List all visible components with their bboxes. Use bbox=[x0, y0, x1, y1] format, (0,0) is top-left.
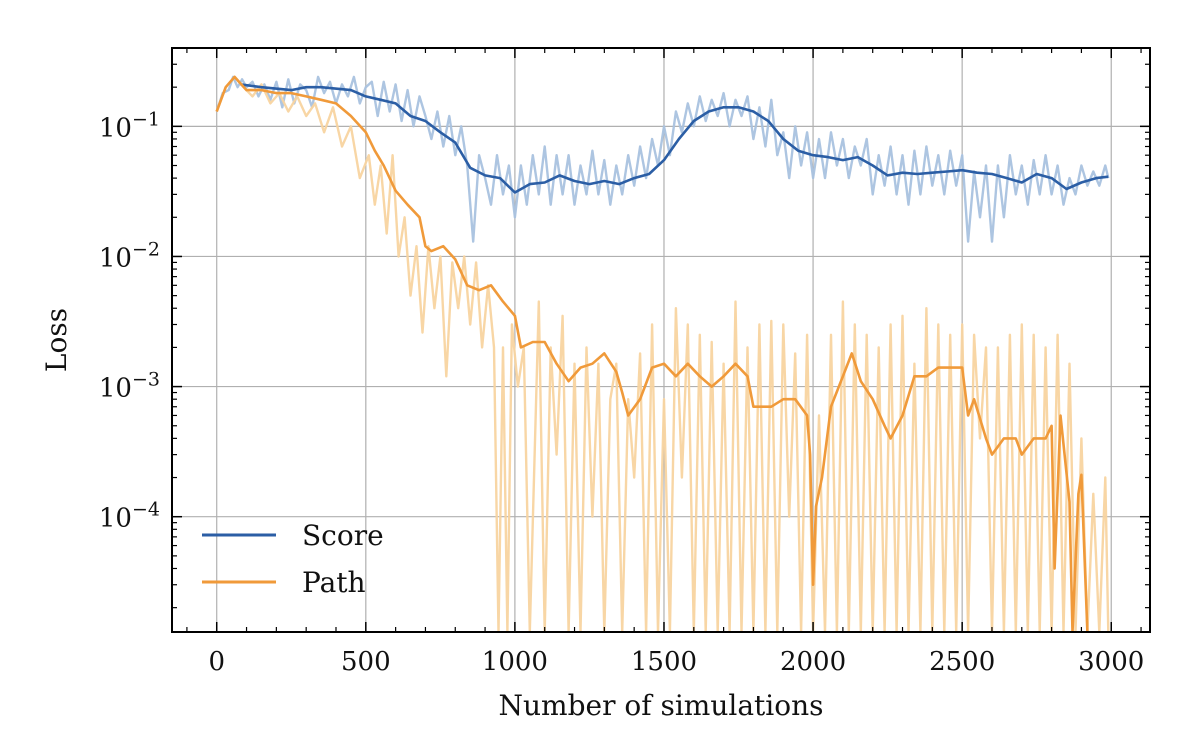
path-smoothed-line bbox=[215, 75, 1089, 632]
y-tick-labels: 10−1 10−2 10−3 10−4 bbox=[99, 108, 160, 533]
y-tick-label: 10−2 bbox=[99, 238, 160, 273]
x-axis-label: Number of simulations bbox=[498, 689, 823, 722]
x-tick-label: 2000 bbox=[780, 647, 846, 677]
path-raw-line bbox=[215, 75, 1110, 632]
x-tick-label: 2500 bbox=[929, 647, 995, 677]
score-smoothed-line bbox=[240, 83, 1109, 194]
y-axis-label: Loss bbox=[40, 308, 73, 372]
legend: Score Path bbox=[202, 519, 384, 599]
x-tick-label: 3000 bbox=[1078, 647, 1144, 677]
series-layer bbox=[215, 75, 1110, 632]
x-tick-label: 1000 bbox=[482, 647, 548, 677]
x-tick-labels: 0 500 1000 1500 2000 2500 3000 bbox=[208, 647, 1144, 677]
plot-frame bbox=[171, 47, 1151, 633]
x-tick-label: 500 bbox=[341, 647, 391, 677]
axis-ticks bbox=[172, 48, 1150, 632]
x-tick-label: 1500 bbox=[631, 647, 697, 677]
y-tick-label: 10−3 bbox=[99, 369, 160, 404]
y-tick-label: 10−4 bbox=[99, 499, 160, 534]
score-raw-line bbox=[215, 75, 1110, 243]
y-tick-label: 10−1 bbox=[99, 108, 160, 143]
legend-label-path: Path bbox=[302, 566, 366, 599]
x-tick-label: 0 bbox=[208, 647, 225, 677]
legend-label-score: Score bbox=[302, 519, 384, 552]
